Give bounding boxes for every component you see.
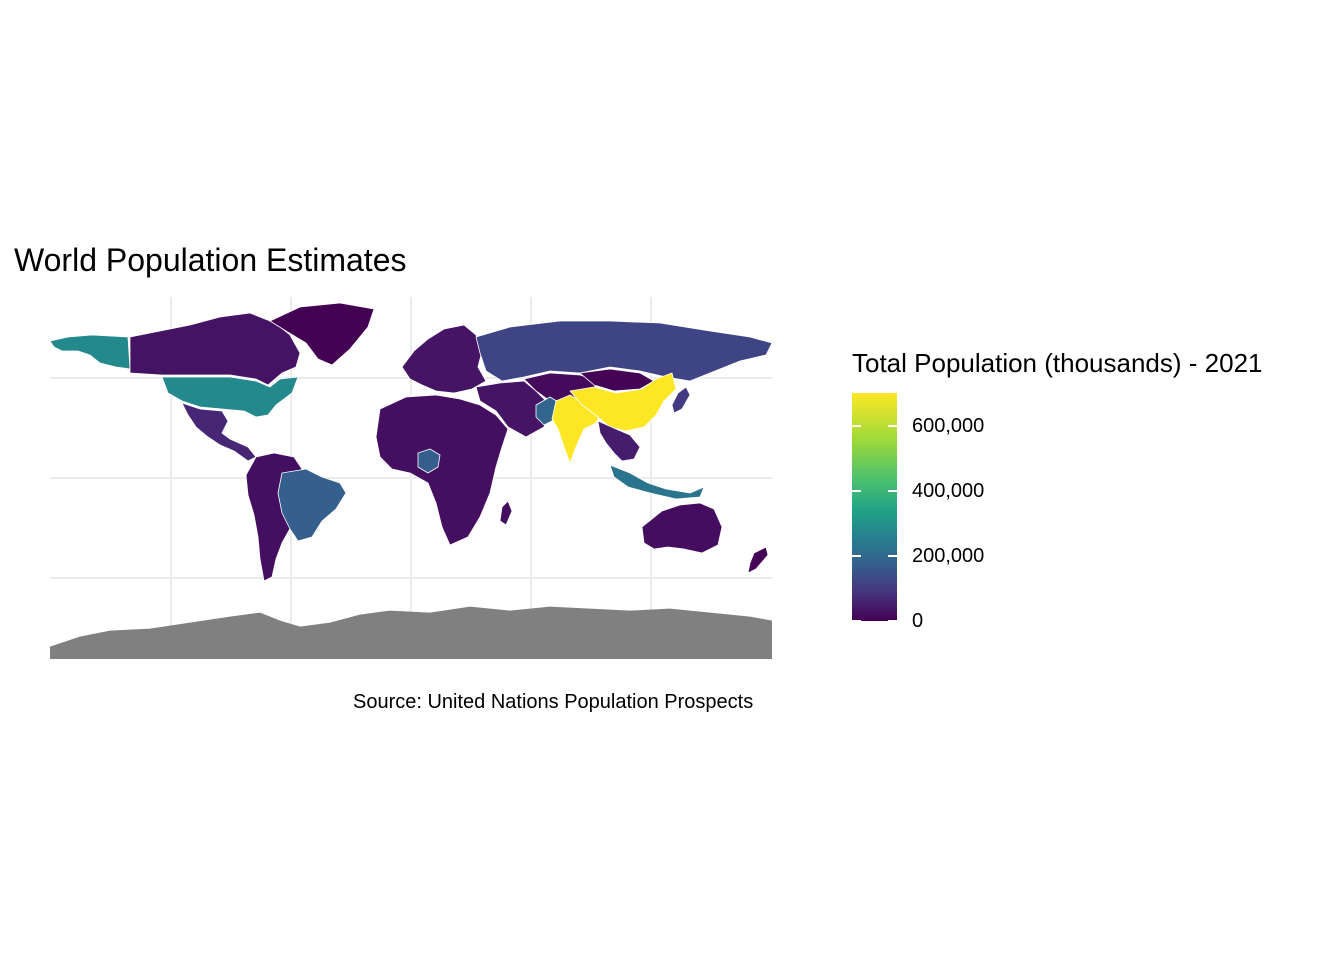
region-south-america bbox=[245, 452, 303, 582]
region-canada bbox=[129, 312, 301, 386]
legend-tick-label: 400,000 bbox=[912, 479, 985, 502]
region-greenland bbox=[269, 302, 375, 366]
region-alaska bbox=[50, 334, 131, 370]
region-australia bbox=[641, 502, 723, 554]
region-europe bbox=[401, 324, 487, 394]
legend-colorbar bbox=[852, 393, 897, 621]
legend-tick-label: 600,000 bbox=[912, 414, 985, 437]
region-madagascar bbox=[499, 500, 513, 526]
region-russia bbox=[475, 320, 772, 382]
region-usa bbox=[161, 376, 299, 418]
legend-tick-label: 0 bbox=[912, 610, 924, 632]
region-southeast-asia bbox=[597, 420, 641, 462]
region-china bbox=[569, 372, 677, 432]
region-nigeria bbox=[417, 448, 441, 474]
legend-title: Total Population (thousands) - 2021 bbox=[852, 348, 1263, 378]
region-middle-east bbox=[475, 380, 551, 438]
region-africa bbox=[375, 394, 509, 546]
world-choropleth-map bbox=[50, 297, 772, 659]
region-brazil bbox=[277, 468, 347, 542]
map-caption: Source: United Nations Population Prospe… bbox=[353, 691, 754, 713]
legend-tick-label: 200,000 bbox=[912, 544, 985, 567]
region-new-zealand bbox=[747, 546, 769, 574]
map-title: World Population Estimates bbox=[14, 242, 407, 278]
region-japan bbox=[671, 386, 691, 414]
region-indonesia bbox=[609, 464, 705, 500]
region-antarctica bbox=[50, 606, 772, 659]
